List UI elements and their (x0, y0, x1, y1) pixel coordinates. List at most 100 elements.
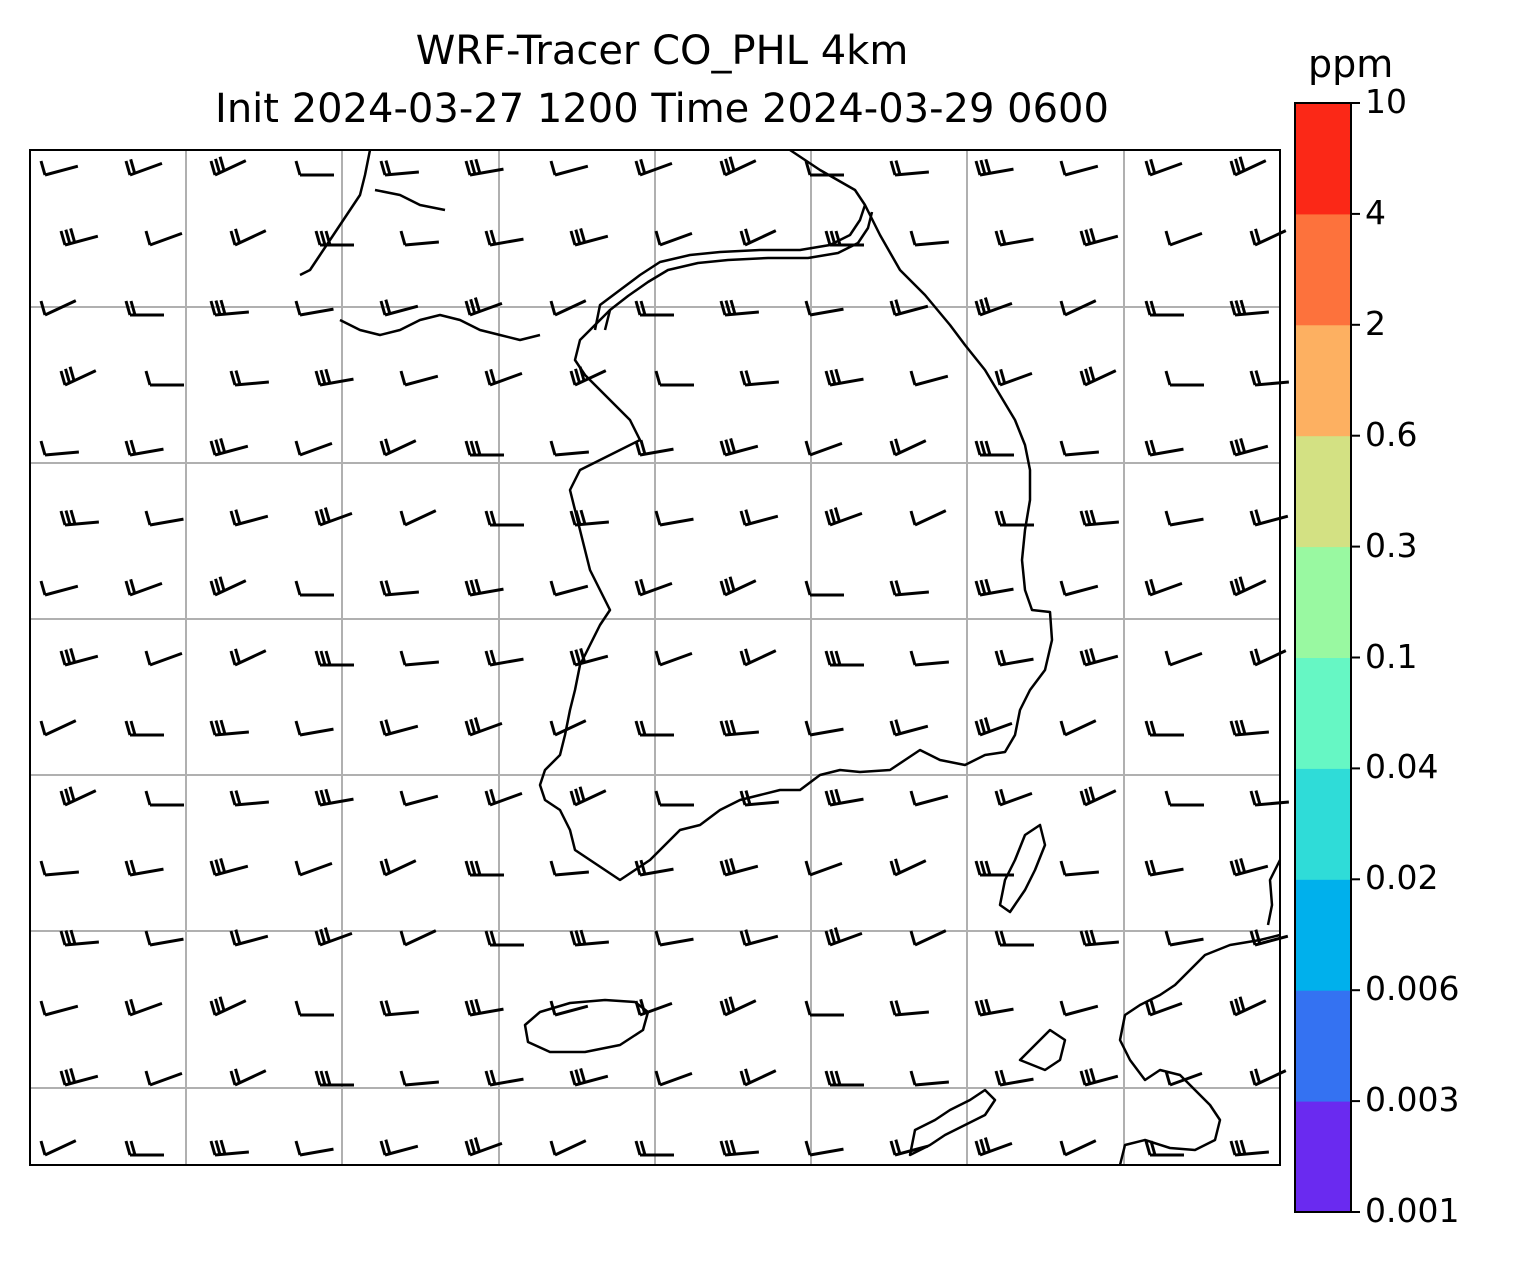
wind-barb-feather (319, 789, 327, 805)
wind-barb-feather (1229, 720, 1237, 736)
wind-barb-feather (719, 580, 727, 596)
wind-barb-feather (724, 720, 732, 735)
wind-barb-feather (909, 790, 917, 806)
wind-barb-feather (1059, 440, 1067, 456)
map-area (29, 148, 1290, 1166)
wind-barb-feather (1144, 300, 1152, 316)
wind-barb-feather (229, 790, 237, 806)
wind-barb-feather (1144, 860, 1152, 876)
wind-barb-feather (1254, 648, 1261, 664)
wind-barb-feather (379, 860, 387, 876)
wind-barb-feather (68, 366, 76, 382)
wind-barb (234, 934, 269, 947)
wind-barb-feather (219, 1139, 227, 1155)
wind-barb-feather (724, 998, 731, 1014)
wind-barb-feather (1234, 158, 1241, 174)
wind-barb-feather (829, 650, 837, 666)
wind-barb-feather (64, 1069, 72, 1085)
wind-barb-feather (64, 930, 72, 945)
wind-barb (1169, 937, 1204, 947)
wind-barb (554, 164, 589, 177)
wind-barb-feather (324, 1070, 332, 1086)
wind-barb-feather (1249, 510, 1257, 526)
wind-barb (659, 517, 694, 527)
wind-barb-feather (124, 160, 132, 176)
wind-barb-feather (974, 720, 982, 736)
wind-barb-feather (319, 650, 327, 666)
wind-barb-feather (1079, 1070, 1087, 1086)
wind-barb-feather (399, 930, 407, 946)
wind-barb (384, 590, 420, 597)
wind-barb-feather (314, 370, 322, 386)
colorbar-tick-label: 0.1 (1365, 636, 1418, 676)
wind-barb-feather (999, 229, 1007, 245)
wind-barb-feather (384, 719, 392, 735)
wind-barb-feather (1059, 300, 1067, 316)
wind-barb-feather (1079, 930, 1087, 946)
wind-barb-feather (569, 1070, 577, 1086)
wind-barb (234, 380, 270, 387)
wind-barb-feather (634, 1000, 642, 1016)
wind-barb-feather (214, 720, 222, 735)
wind-barb (1084, 234, 1119, 247)
wind-barb-feather (724, 300, 732, 315)
wind-barb-feather (1238, 156, 1246, 172)
wind-barb (914, 794, 949, 807)
wind-barb-feather (909, 510, 917, 526)
wind-barb (1234, 864, 1269, 877)
wind-barb-feather (804, 1000, 812, 1016)
wind-barb (639, 447, 674, 457)
colorbar-unit-label: ppm (1308, 42, 1394, 86)
wind-barb-feather (1089, 509, 1097, 525)
wind-barb (659, 651, 693, 667)
wind-barb (809, 727, 844, 737)
wind-barb-feather (1088, 366, 1096, 382)
wind-barb (1234, 444, 1269, 457)
wind-barb (384, 304, 419, 317)
colorbar-segment (1295, 435, 1351, 548)
wind-barb-feather (1229, 160, 1237, 176)
wind-barb-feather (399, 370, 407, 386)
wind-barb-feather (994, 790, 1002, 806)
wind-barb (999, 237, 1034, 247)
wind-barb (319, 377, 354, 387)
wind-barb-feather (64, 229, 72, 245)
wind-barb-feather (469, 579, 477, 595)
wind-barb-feather (634, 860, 642, 876)
wind-barb (149, 651, 183, 667)
wind-barb (214, 864, 249, 877)
wind-barb-feather (1254, 370, 1262, 385)
colorbar-segment (1295, 990, 1351, 1102)
wind-barb-feather (1164, 510, 1172, 526)
wind-barb-feather (314, 930, 322, 946)
wind-barb-feather (1249, 650, 1257, 666)
wind-barb-feather (324, 788, 332, 804)
wind-barb-feather (729, 299, 737, 315)
wind-barb-feather (639, 720, 647, 736)
jeju-island (523, 998, 650, 1054)
wind-barb-feather (1149, 578, 1157, 594)
wind-barb (809, 441, 843, 457)
wind-barb (1254, 800, 1290, 807)
wind-barb-feather (574, 368, 581, 384)
wind-barb-feather (144, 510, 152, 526)
wind-barb-feather (999, 788, 1007, 804)
wind-barb-feather (724, 859, 732, 875)
wind-barb-feather (983, 1137, 991, 1152)
title-line-1: WRF-Tracer CO_PHL 4km (415, 28, 909, 74)
wind-barb-feather (39, 300, 47, 316)
wind-barb-feather (324, 650, 332, 666)
wind-barb-feather (214, 300, 222, 315)
wind-barb (894, 170, 930, 177)
colorbar-segment (1295, 657, 1351, 769)
wind-barb-feather (1144, 1140, 1152, 1156)
wind-barb-feather (833, 927, 841, 942)
wind-barb-feather (569, 650, 577, 666)
wind-barb-feather (549, 860, 557, 876)
wind-barb-feather (469, 718, 477, 734)
wind-barb (914, 1080, 950, 1087)
wind-barb (44, 164, 79, 177)
wind-barb-feather (129, 859, 137, 875)
wind-barb (1169, 651, 1203, 667)
wind-barb-feather (323, 507, 331, 522)
